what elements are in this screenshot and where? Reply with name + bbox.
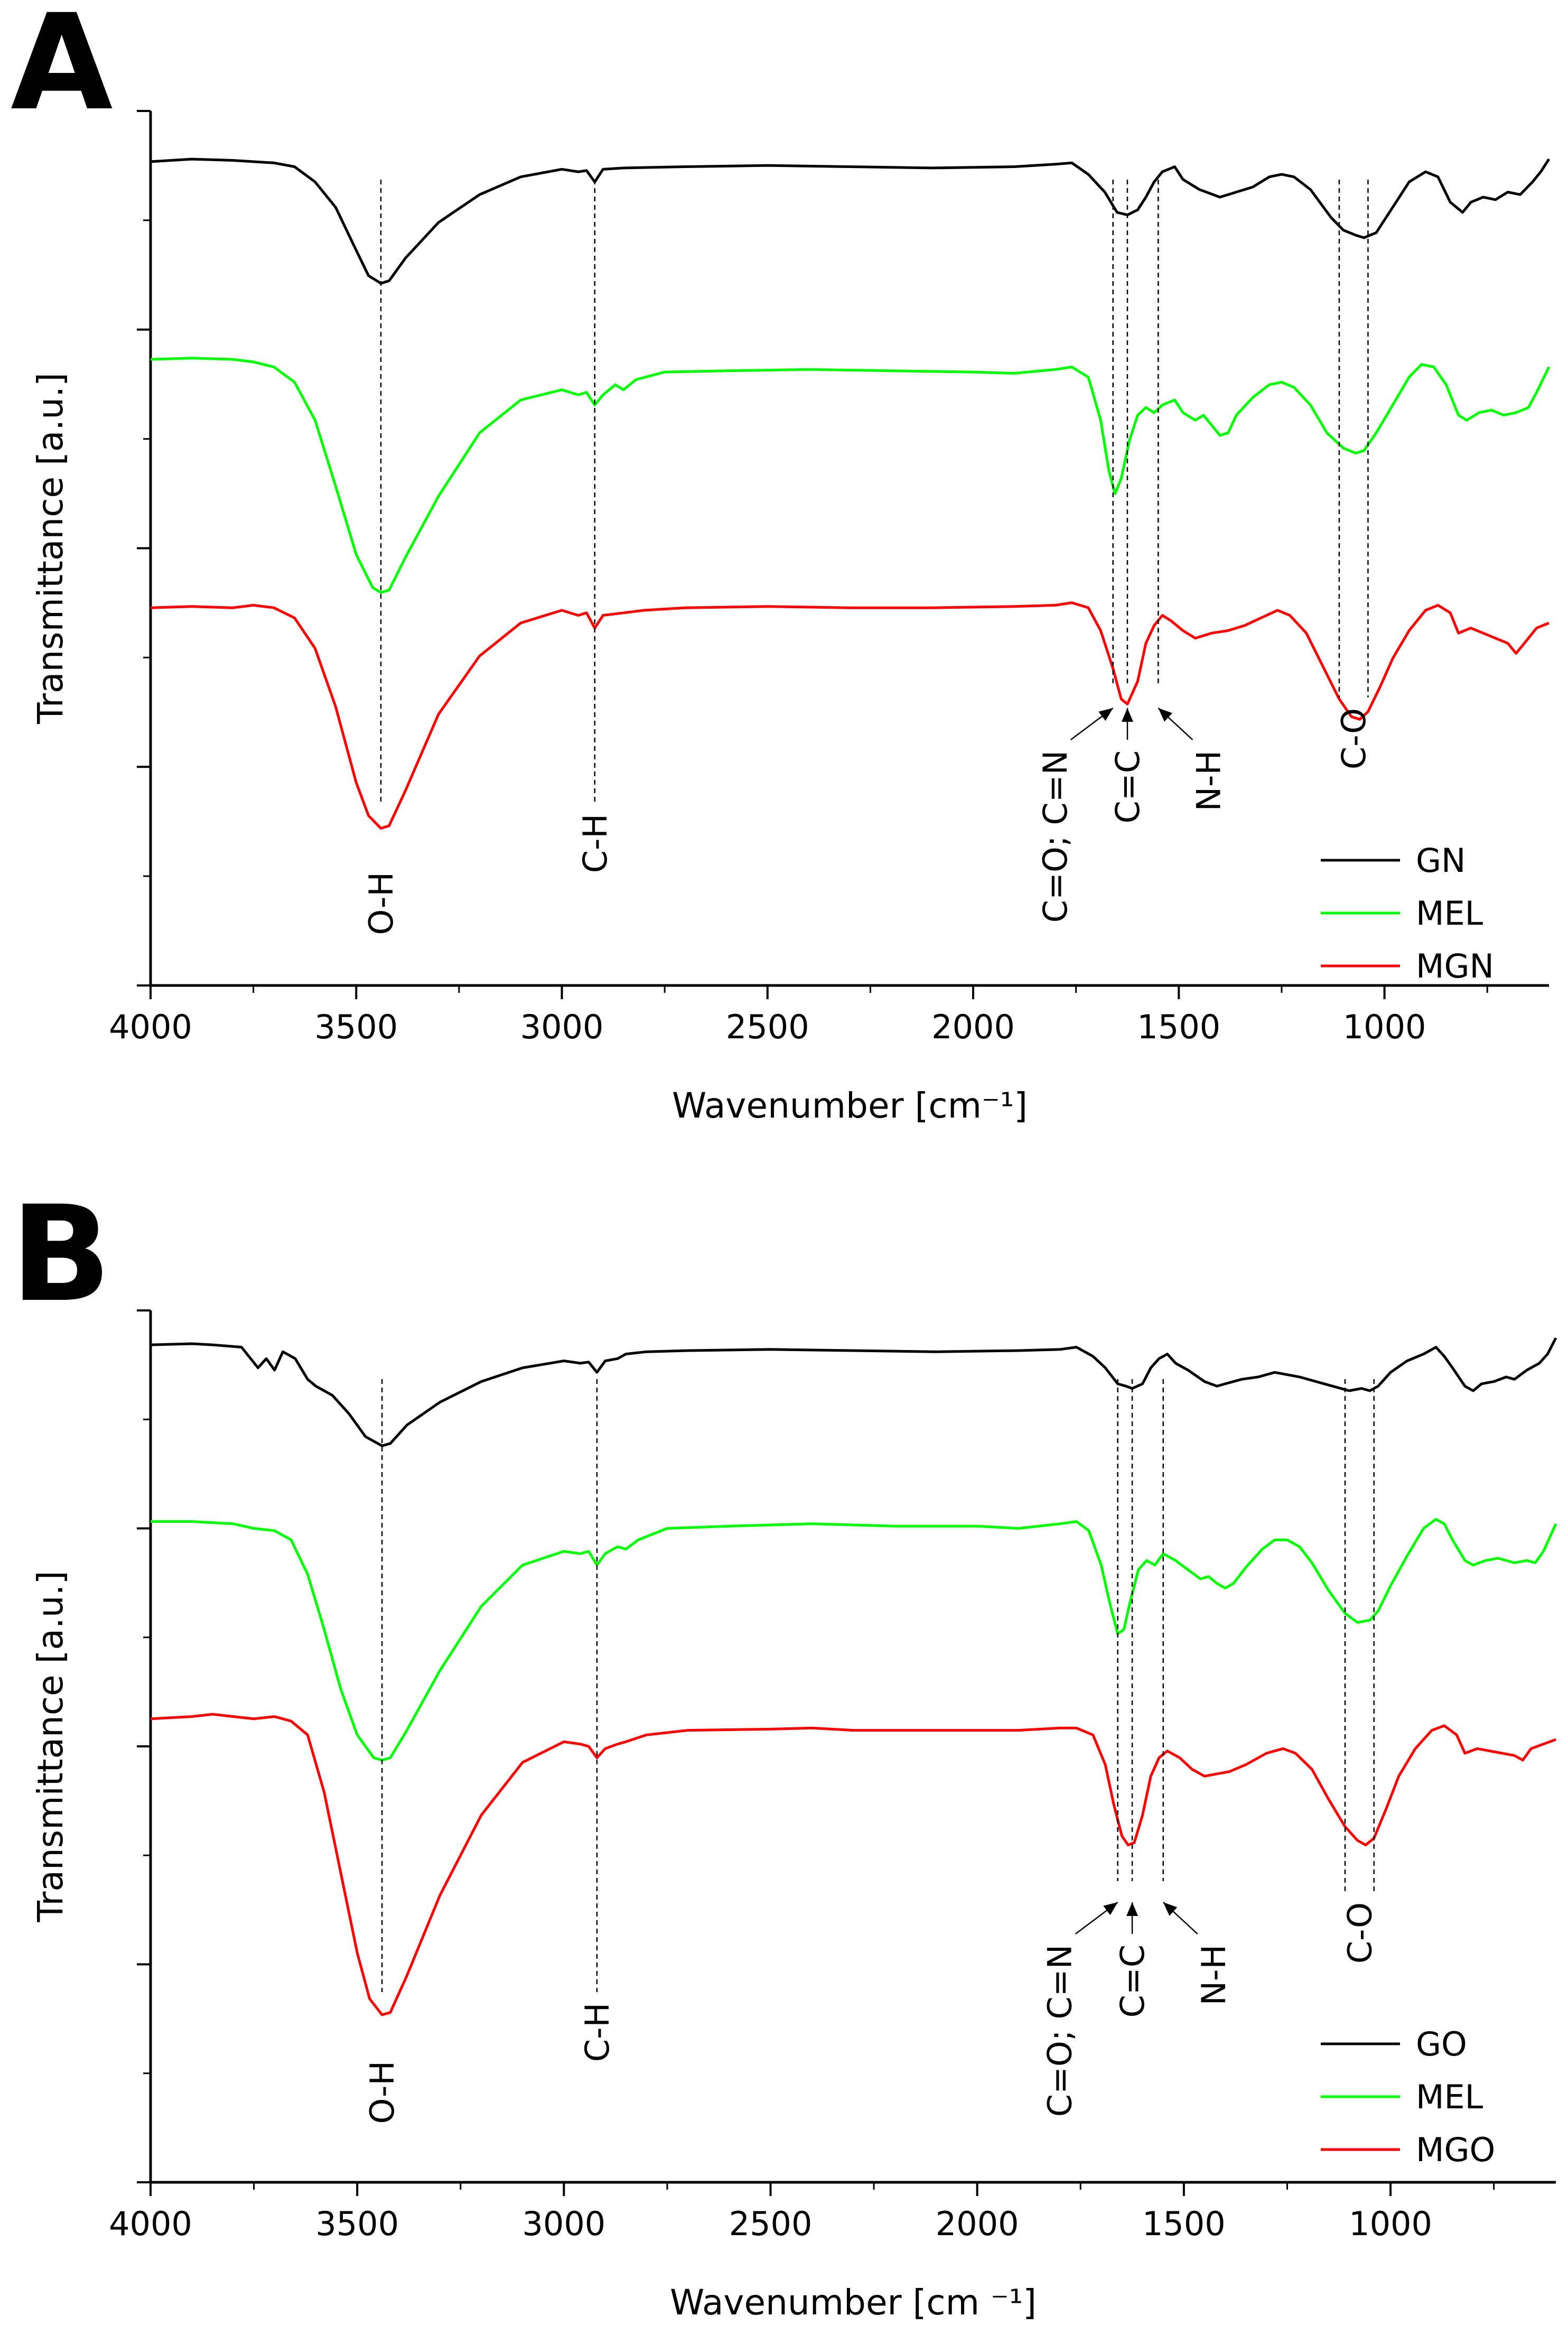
x-tick-label-3500: 3500 (315, 2204, 399, 2243)
x-tick-label-2000: 2000 (936, 2204, 1019, 2243)
x-tick-label-1500: 1500 (1137, 1008, 1220, 1046)
legend-label-mel: MEL (1416, 2078, 1483, 2116)
series-line-gn (150, 157, 1551, 285)
x-tick-label-3500: 3500 (314, 1008, 398, 1046)
annotation-label-n-h: N-H (1194, 1945, 1233, 2005)
annotation-label-o-h: O-H (363, 2061, 402, 2124)
legend-label-mgo: MGO (1416, 2131, 1495, 2169)
y-axis-title: Transmittance [a.u.] (30, 1571, 71, 1923)
annotation-label-c-c: C=C (1113, 1945, 1152, 2018)
x-tick-label-4000: 4000 (109, 1008, 192, 1046)
chart-panel-b: B 4000 3500 3000 2500 2000 1500 1000 Wavenumber … (11, 1177, 1557, 2323)
x-tick-label-3000: 3000 (522, 2204, 605, 2243)
annotation-arrowhead-c-o-c-n (1103, 1902, 1118, 1915)
series-line-mel (150, 357, 1551, 594)
annotation-label-c-o: C-O (1340, 1902, 1379, 1964)
annotation-arrowhead-c-c (1122, 708, 1134, 722)
legend-label-gn: GN (1416, 841, 1466, 880)
annotation-label-n-h: N-H (1189, 750, 1228, 811)
x-tick-label-2500: 2500 (726, 1008, 809, 1046)
series-line-mgn (150, 601, 1550, 830)
panel-label: A (11, 0, 113, 139)
x-tick-label-1000: 1000 (1343, 1008, 1426, 1046)
legend-label-mgn: MGN (1416, 947, 1494, 985)
chart-panel-a: A 4000 3500 3000 2500 2000 1500 1000 Wavenumber … (11, 0, 1551, 1126)
series-line-mel (151, 1518, 1557, 1762)
x-axis-title: Wavenumber [cm⁻¹] (672, 1085, 1028, 1126)
annotation-label-o-h: O-H (362, 872, 400, 935)
annotation-label-c-o-c-n: C=O; C=N (1041, 1945, 1079, 2117)
x-tick-label-1500: 1500 (1142, 2204, 1226, 2243)
annotation-label-c-o: C-O (1334, 708, 1373, 769)
annotation-arrowhead-c-c (1126, 1902, 1138, 1916)
annotation-label-c-h: C-H (576, 814, 614, 873)
x-axis-title: Wavenumber [cm ⁻¹] (670, 2282, 1037, 2323)
x-tick-label-1000: 1000 (1349, 2204, 1432, 2243)
legend-label-mel: MEL (1416, 894, 1483, 933)
annotation-label-c-h: C-H (578, 2003, 617, 2062)
x-tick-label-3000: 3000 (520, 1008, 604, 1046)
annotation-label-c-c: C=C (1108, 750, 1147, 824)
x-tick-label-2000: 2000 (931, 1008, 1015, 1046)
x-tick-label-2500: 2500 (729, 2204, 813, 2243)
panel-label: B (11, 1177, 111, 1331)
annotation-label-c-o-c-n: C=O; C=N (1036, 750, 1075, 923)
annotation-arrowhead-n-h (1158, 708, 1172, 722)
annotation-arrowhead-n-h (1163, 1902, 1178, 1916)
series-line-go (150, 1337, 1557, 1447)
legend-label-go: GO (1416, 2025, 1467, 2063)
annotation-arrowhead-c-o-c-n (1098, 708, 1113, 721)
y-axis-title: Transmittance [a.u.] (30, 373, 71, 724)
x-tick-label-4000: 4000 (109, 2204, 192, 2243)
